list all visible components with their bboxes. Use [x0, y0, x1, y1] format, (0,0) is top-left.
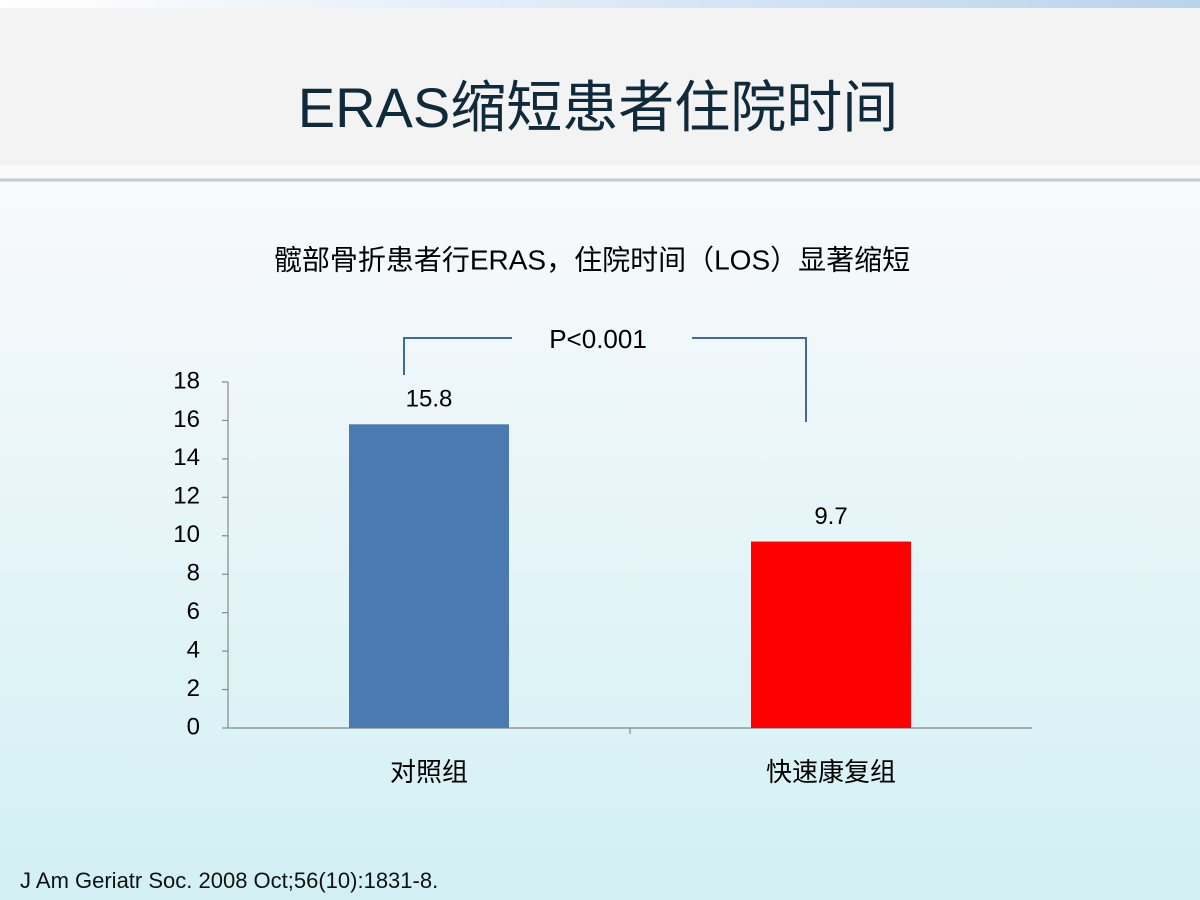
bar [349, 424, 509, 728]
citation: J Am Geriatr Soc. 2008 Oct;56(10):1831-8… [20, 868, 438, 893]
y-tick-label: 12 [173, 483, 200, 510]
y-tick-label: 4 [187, 636, 200, 663]
x-tick-label: 快速康复组 [766, 757, 896, 787]
value-label: 15.8 [406, 386, 453, 413]
value-label: 9.7 [814, 503, 847, 530]
bar [751, 541, 911, 728]
x-tick-label: 对照组 [390, 757, 468, 787]
significance-bracket [403, 337, 807, 422]
slide-title: ERAS缩短患者住院时间 [298, 76, 899, 139]
title-band [0, 0, 1200, 165]
y-tick-label: 6 [187, 598, 200, 625]
y-tick-label: 18 [173, 367, 200, 394]
y-tick-label: 10 [173, 521, 200, 548]
annotation: P<0.001 [549, 324, 647, 354]
y-tick-label: 8 [187, 560, 200, 587]
y-tick-label: 14 [173, 444, 200, 471]
y-tick-label: 0 [187, 713, 200, 740]
top-bar [0, 0, 1200, 8]
y-tick-label: 16 [173, 406, 200, 433]
y-tick-label: 2 [187, 675, 200, 702]
chart-title: 髋部骨折患者行ERAS，住院时间（LOS）显著缩短 [274, 244, 910, 275]
